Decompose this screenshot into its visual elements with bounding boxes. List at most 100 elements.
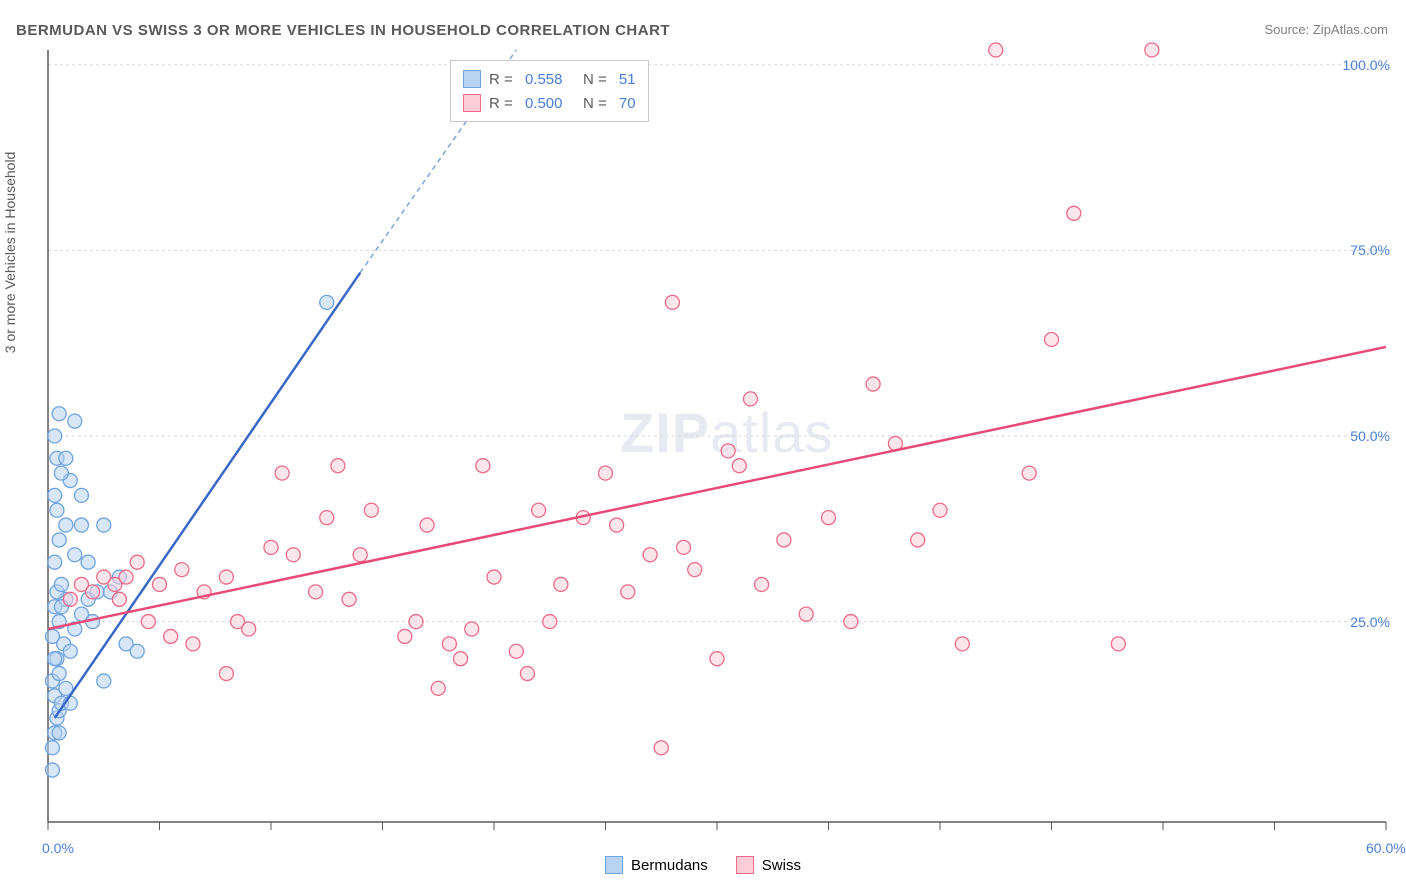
data-point: [911, 533, 925, 547]
data-point: [164, 629, 178, 643]
data-point: [777, 533, 791, 547]
data-point: [342, 592, 356, 606]
r-label: R =: [489, 95, 517, 112]
data-point: [186, 637, 200, 651]
data-point: [654, 741, 668, 755]
data-point: [68, 548, 82, 562]
data-point: [799, 607, 813, 621]
y-tick-label: 25.0%: [1350, 614, 1390, 630]
data-point: [643, 548, 657, 562]
data-point: [554, 577, 568, 591]
data-point: [599, 466, 613, 480]
legend-swatch: [463, 94, 481, 112]
data-point: [1145, 43, 1159, 57]
bottom-legend-item: Bermudans: [605, 856, 708, 874]
n-label: N =: [570, 71, 610, 88]
data-point: [219, 667, 233, 681]
data-point: [59, 518, 73, 532]
data-point: [68, 414, 82, 428]
data-point: [63, 592, 77, 606]
x-tick-label: 0.0%: [42, 840, 74, 856]
data-point: [665, 295, 679, 309]
data-point: [989, 43, 1003, 57]
data-point: [398, 629, 412, 643]
bottom-legend: Bermudans Swiss: [605, 856, 801, 874]
data-point: [621, 585, 635, 599]
data-point: [465, 622, 479, 636]
data-point: [74, 518, 88, 532]
data-point: [1045, 333, 1059, 347]
y-tick-label: 75.0%: [1350, 242, 1390, 258]
y-tick-label: 50.0%: [1350, 428, 1390, 444]
data-point: [721, 444, 735, 458]
legend-label: Bermudans: [631, 857, 708, 874]
n-value: 70: [619, 95, 636, 112]
data-point: [454, 652, 468, 666]
data-point: [52, 533, 66, 547]
data-point: [130, 555, 144, 569]
data-point: [286, 548, 300, 562]
data-point: [431, 681, 445, 695]
data-point: [81, 555, 95, 569]
data-point: [175, 563, 189, 577]
data-point: [933, 503, 947, 517]
data-point: [309, 585, 323, 599]
data-point: [476, 459, 490, 473]
data-point: [1067, 206, 1081, 220]
r-value: 0.558: [525, 71, 563, 88]
data-point: [45, 741, 59, 755]
data-point: [866, 377, 880, 391]
data-point: [955, 637, 969, 651]
data-point: [487, 570, 501, 584]
data-point: [112, 592, 126, 606]
data-point: [822, 511, 836, 525]
n-label: N =: [570, 95, 610, 112]
data-point: [844, 615, 858, 629]
data-point: [48, 488, 62, 502]
data-point: [677, 540, 691, 554]
trend-line: [48, 347, 1386, 629]
data-point: [45, 629, 59, 643]
data-point: [86, 585, 100, 599]
data-point: [1111, 637, 1125, 651]
data-point: [52, 407, 66, 421]
legend-swatch: [463, 70, 481, 88]
data-point: [275, 466, 289, 480]
data-point: [732, 459, 746, 473]
chart-svg: [0, 0, 1406, 892]
stats-legend-row: R = 0.500 N = 70: [463, 91, 636, 115]
legend-label: Swiss: [762, 857, 801, 874]
data-point: [52, 667, 66, 681]
data-point: [755, 577, 769, 591]
data-point: [119, 570, 133, 584]
x-tick-label: 60.0%: [1366, 840, 1406, 856]
data-point: [543, 615, 557, 629]
data-point: [320, 511, 334, 525]
stats-legend: R = 0.558 N = 51R = 0.500 N = 70: [450, 60, 649, 122]
legend-swatch: [605, 856, 623, 874]
data-point: [520, 667, 534, 681]
data-point: [141, 615, 155, 629]
stats-legend-row: R = 0.558 N = 51: [463, 67, 636, 91]
data-point: [97, 518, 111, 532]
r-value: 0.500: [525, 95, 563, 112]
data-point: [48, 429, 62, 443]
data-point: [97, 674, 111, 688]
data-point: [532, 503, 546, 517]
bottom-legend-item: Swiss: [736, 856, 801, 874]
data-point: [48, 555, 62, 569]
data-point: [688, 563, 702, 577]
data-point: [264, 540, 278, 554]
data-point: [63, 644, 77, 658]
data-point: [1022, 466, 1036, 480]
data-point: [59, 451, 73, 465]
n-value: 51: [619, 71, 636, 88]
legend-swatch: [736, 856, 754, 874]
data-point: [45, 763, 59, 777]
data-point: [364, 503, 378, 517]
data-point: [331, 459, 345, 473]
data-point: [50, 503, 64, 517]
data-point: [54, 577, 68, 591]
data-point: [242, 622, 256, 636]
data-point: [409, 615, 423, 629]
